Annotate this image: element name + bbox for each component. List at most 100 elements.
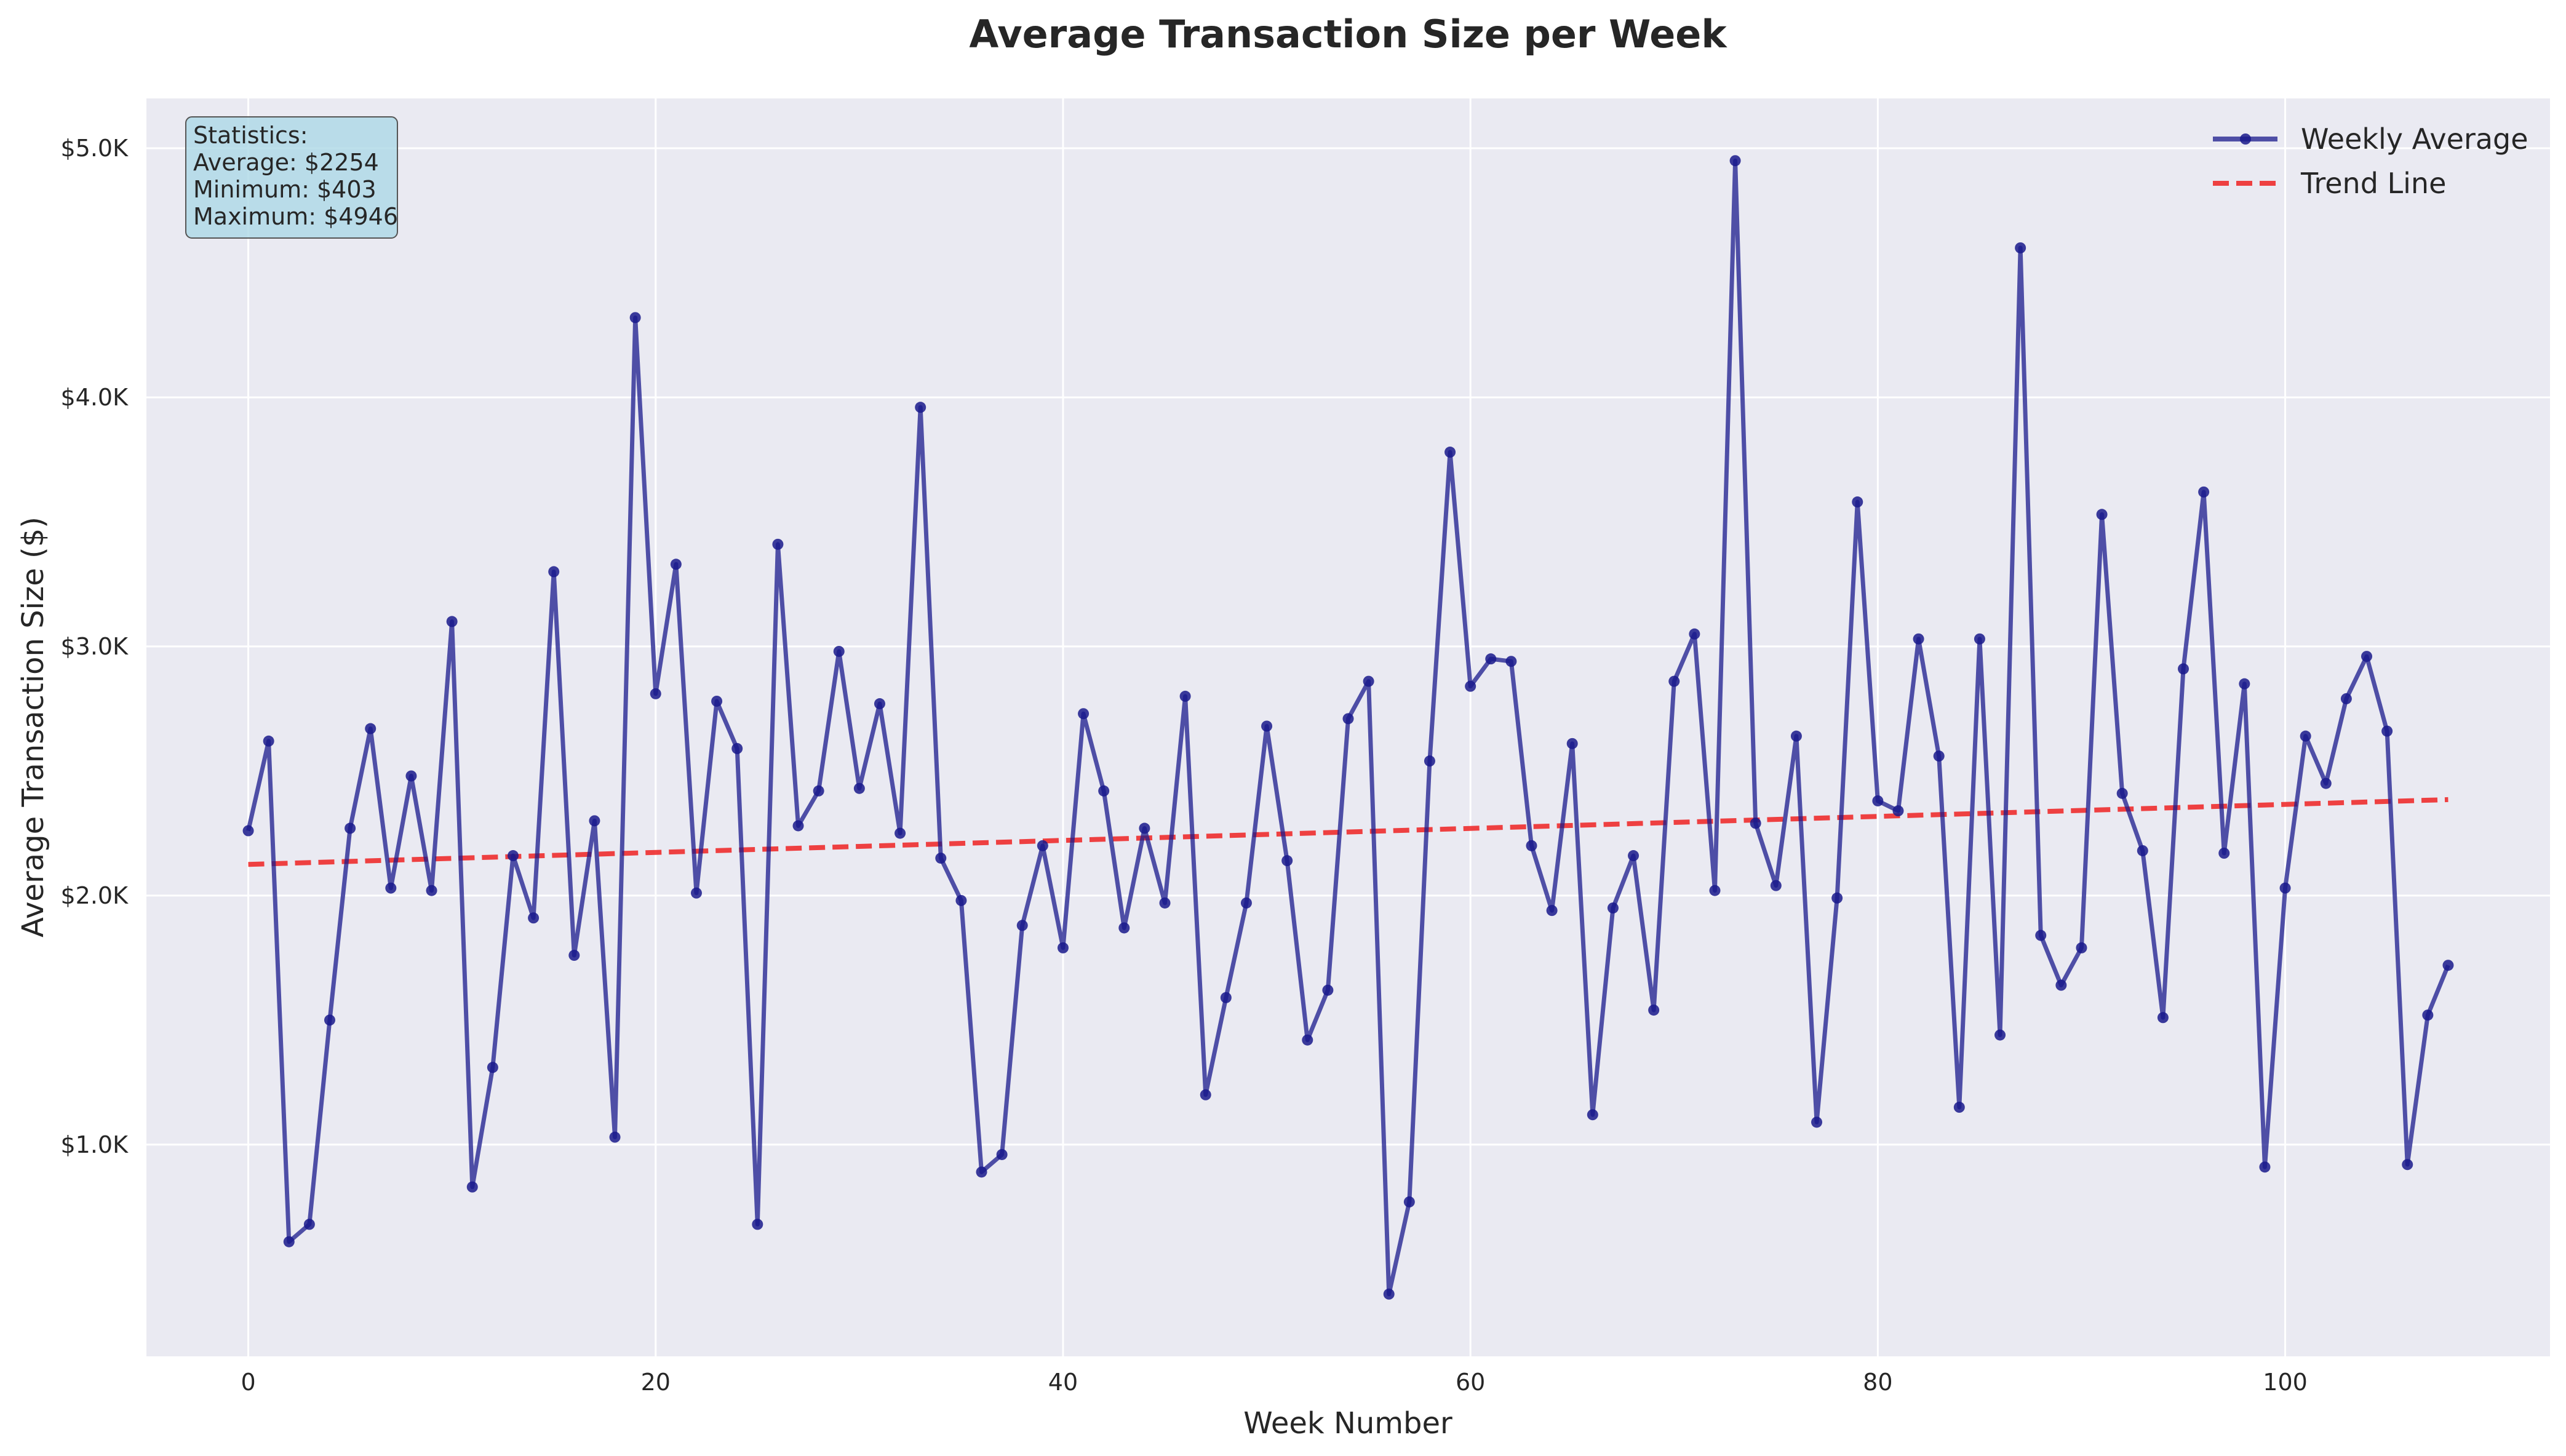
data-point xyxy=(446,616,458,627)
data-point xyxy=(1607,902,1619,914)
data-point xyxy=(1546,905,1558,917)
data-point xyxy=(731,742,743,754)
data-point xyxy=(2055,979,2067,991)
data-point xyxy=(1037,840,1048,851)
trend-line xyxy=(248,797,2448,867)
data-point xyxy=(2015,242,2026,253)
data-point xyxy=(996,1148,1008,1160)
data-point xyxy=(650,688,661,699)
data-point xyxy=(752,1219,763,1230)
data-point xyxy=(1220,992,1232,1003)
x-tick-label: 0 xyxy=(241,1369,255,1396)
data-point xyxy=(1852,496,1863,508)
data-point xyxy=(548,566,560,578)
data-point xyxy=(915,402,926,413)
statistics-box: Statistics: Average: $2254 Minimum: $403… xyxy=(185,116,398,239)
data-point xyxy=(1179,690,1191,702)
data-point xyxy=(568,950,580,961)
data-point xyxy=(324,1014,335,1026)
data-point xyxy=(1628,850,1640,862)
data-point xyxy=(833,645,845,657)
x-tick-label: 40 xyxy=(1048,1369,1078,1396)
data-point xyxy=(690,887,702,899)
y-tick-label: $5.0K xyxy=(60,135,129,162)
data-point xyxy=(345,822,356,834)
data-point xyxy=(507,850,519,862)
data-point xyxy=(528,912,540,924)
data-point xyxy=(1444,447,1456,458)
y-tick-label: $2.0K xyxy=(60,882,129,909)
data-point xyxy=(1078,708,1090,720)
data-point xyxy=(935,853,947,864)
data-point xyxy=(1994,1029,2006,1041)
weekly-average-points xyxy=(242,155,2454,1300)
data-point xyxy=(976,1166,987,1178)
data-point xyxy=(1892,805,1904,817)
data-point xyxy=(2442,960,2454,971)
data-point xyxy=(2239,678,2250,690)
chart-title: Average Transaction Size per Week xyxy=(969,12,1727,57)
data-point xyxy=(1302,1034,1313,1046)
data-point xyxy=(895,827,906,839)
statistics-average: Average: $2254 xyxy=(193,149,379,176)
x-axis-ticks: 0 20 40 60 80 100 xyxy=(241,1369,2307,1396)
statistics-maximum: Maximum: $4946 xyxy=(193,203,398,230)
data-point xyxy=(2259,1161,2271,1173)
data-point xyxy=(711,695,723,707)
legend-weekly-label: Weekly Average xyxy=(2301,122,2528,156)
data-point xyxy=(1342,713,1354,725)
data-point xyxy=(405,770,417,782)
data-point xyxy=(1281,855,1293,867)
data-point xyxy=(1159,897,1171,909)
data-point xyxy=(2279,882,2291,894)
x-tick-label: 60 xyxy=(1456,1369,1485,1396)
data-point xyxy=(2198,486,2210,498)
data-point xyxy=(1322,984,1334,996)
data-point xyxy=(1200,1089,1211,1100)
data-point xyxy=(813,785,824,797)
data-point xyxy=(2178,663,2189,675)
data-point xyxy=(1750,818,1761,829)
data-point xyxy=(2402,1159,2413,1171)
data-point xyxy=(1953,1102,1965,1113)
data-point xyxy=(1974,633,1985,645)
data-point xyxy=(1118,922,1130,934)
data-point xyxy=(2381,725,2393,737)
data-point xyxy=(1403,1196,1415,1207)
data-point xyxy=(466,1181,478,1193)
data-point xyxy=(2116,787,2128,799)
legend: Weekly Average Trend Line xyxy=(2213,122,2528,200)
y-tick-label: $3.0K xyxy=(60,633,129,660)
y-axis-ticks: $1.0K $2.0K $3.0K $4.0K $5.0K xyxy=(60,135,129,1158)
data-point xyxy=(1648,1004,1660,1016)
y-axis-label: Average Transaction Size ($) xyxy=(16,517,50,937)
data-point xyxy=(874,698,885,710)
data-point xyxy=(2361,651,2373,662)
legend-trend-label: Trend Line xyxy=(2300,167,2446,200)
data-point xyxy=(2320,778,2332,789)
data-point xyxy=(1526,840,1537,851)
data-point xyxy=(1709,885,1721,896)
data-point xyxy=(1485,653,1497,665)
data-point xyxy=(1811,1116,1823,1128)
data-point xyxy=(2096,509,2108,520)
data-point xyxy=(426,885,437,896)
data-point xyxy=(1240,897,1252,909)
x-axis-label: Week Number xyxy=(1243,1406,1452,1441)
data-point xyxy=(1098,785,1110,797)
data-point xyxy=(772,538,784,550)
data-point xyxy=(1016,920,1028,931)
y-tick-label: $4.0K xyxy=(60,384,129,411)
statistics-box-background xyxy=(185,116,398,239)
data-point xyxy=(2157,1012,2169,1024)
data-point xyxy=(1505,656,1517,667)
data-point xyxy=(1057,942,1069,953)
trend-line-series xyxy=(248,797,2448,867)
data-point xyxy=(283,1236,295,1247)
data-point xyxy=(2076,942,2087,953)
data-point xyxy=(263,735,274,747)
data-point xyxy=(1729,155,1741,167)
x-tick-label: 20 xyxy=(641,1369,671,1396)
data-point xyxy=(365,723,377,734)
